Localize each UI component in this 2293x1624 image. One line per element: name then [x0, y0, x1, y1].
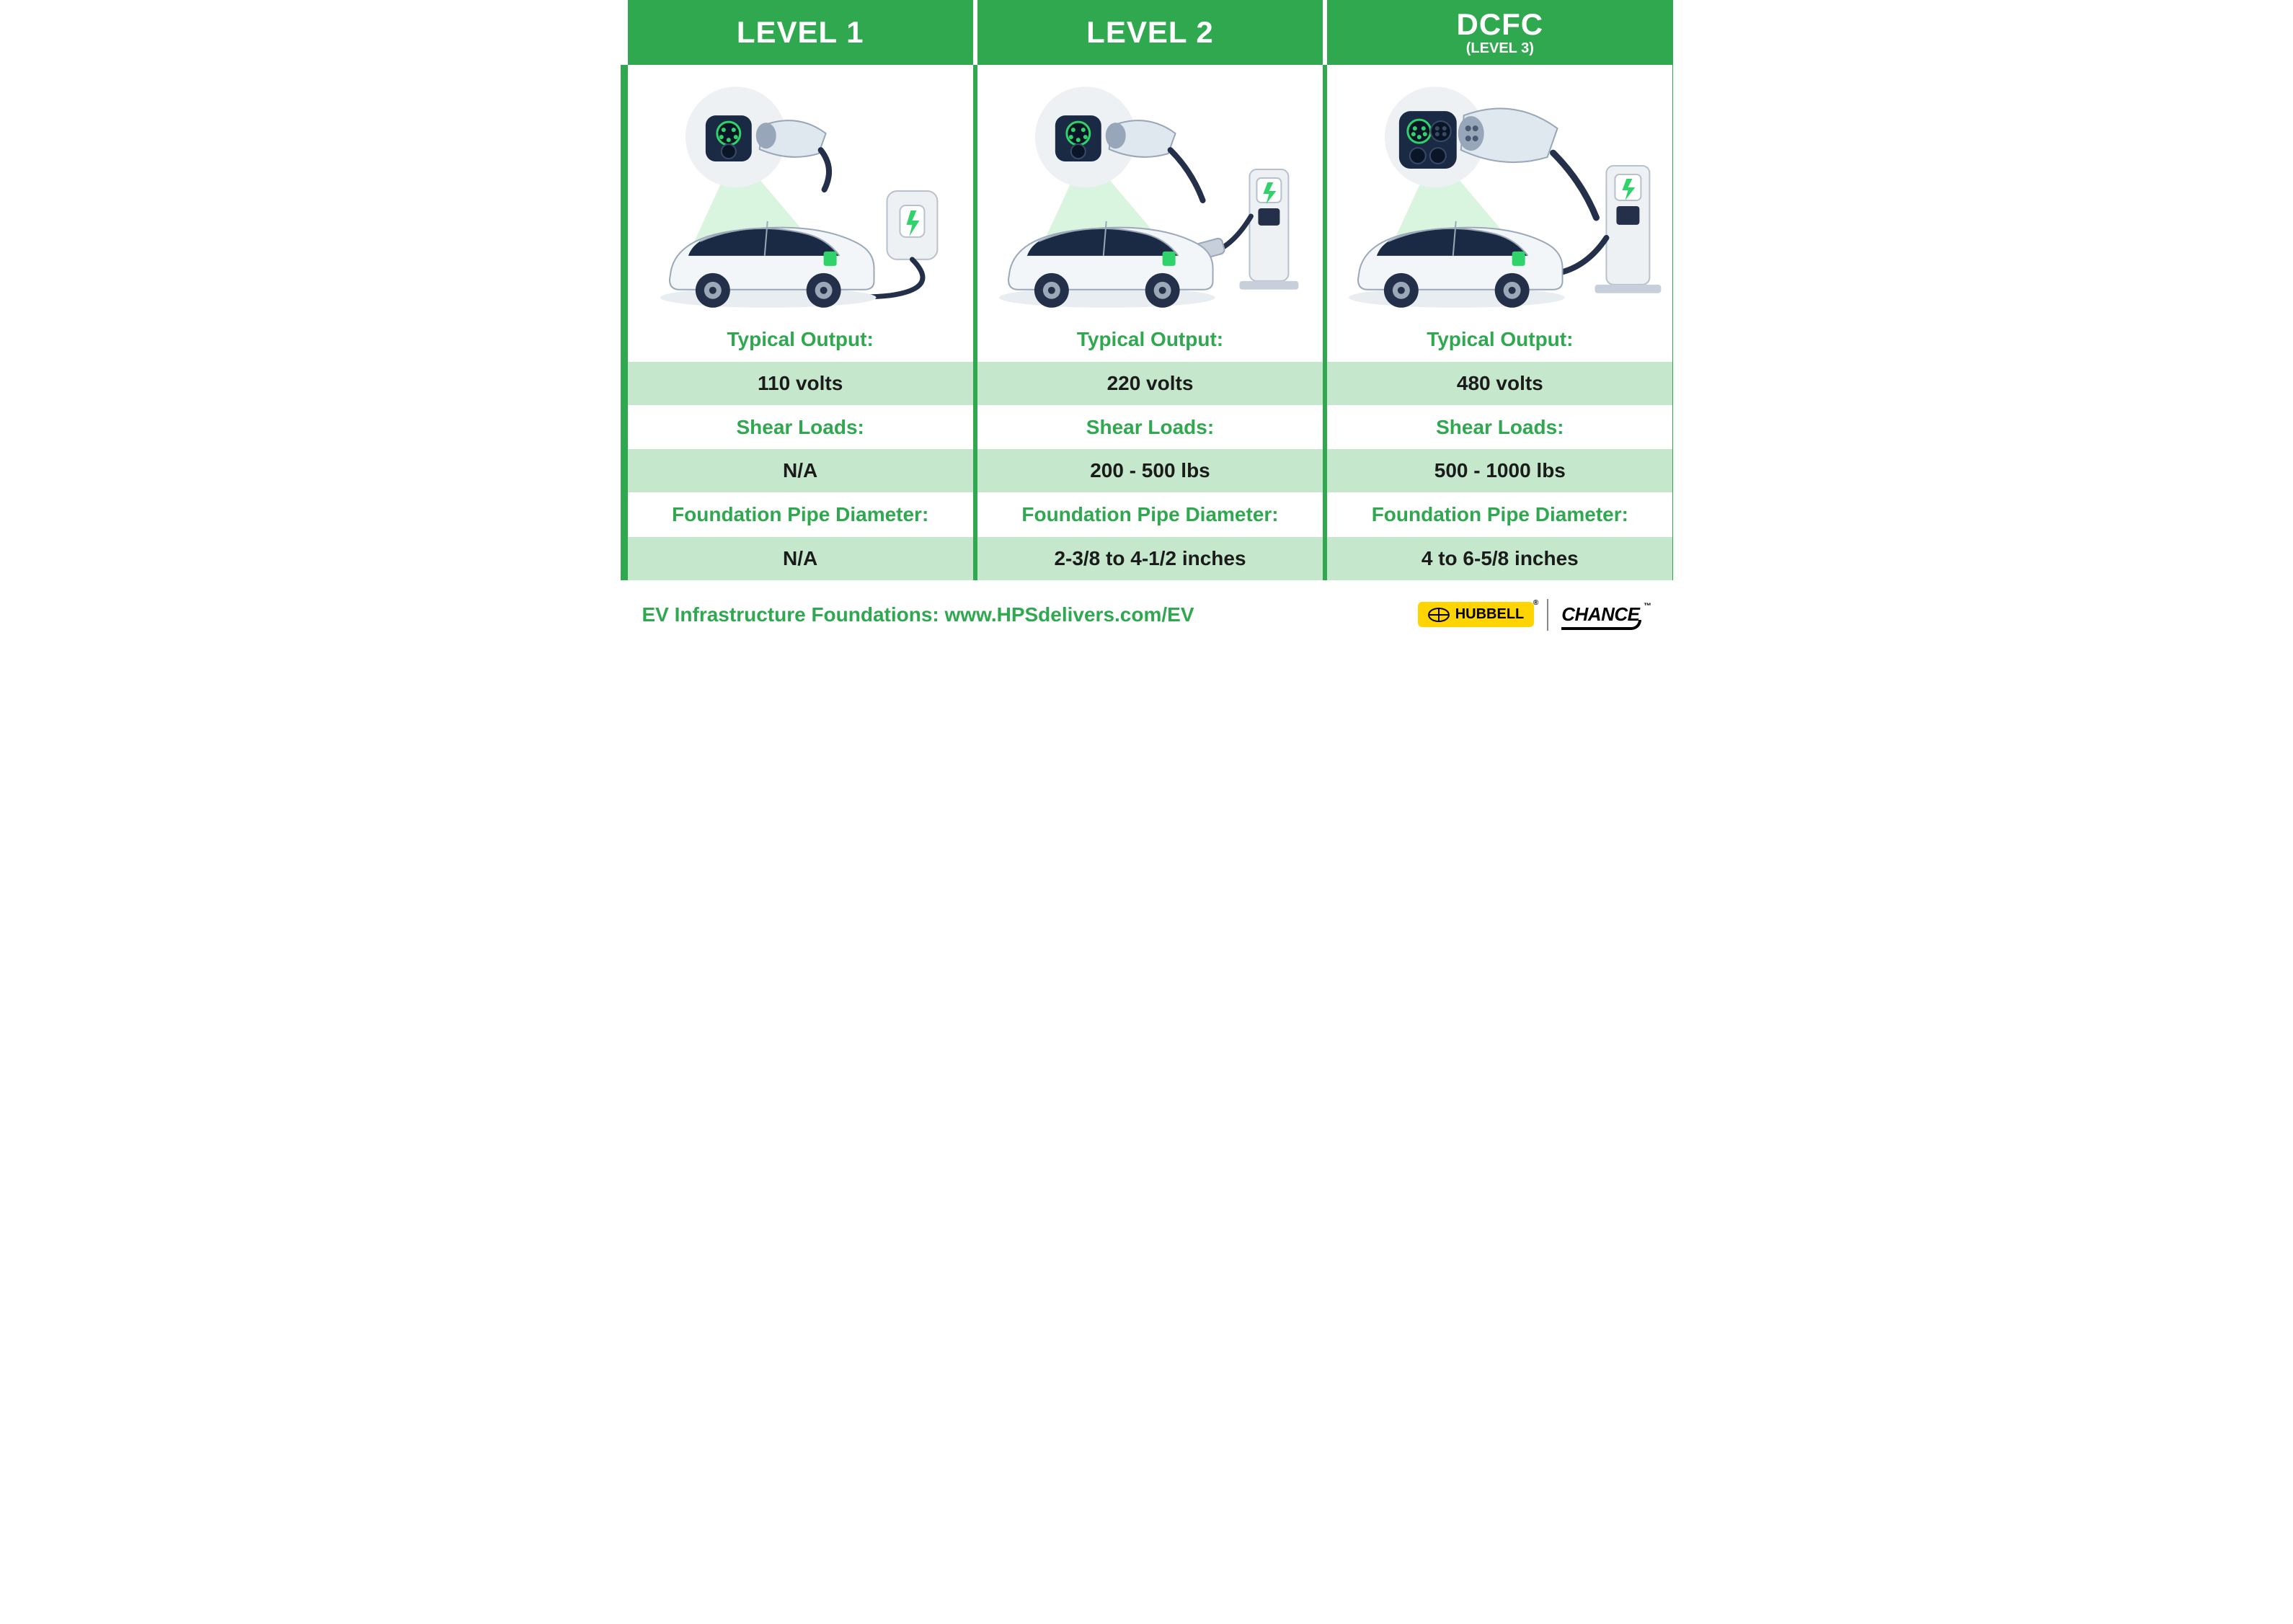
- label-pipe: Foundation Pipe Diameter:: [977, 492, 1323, 537]
- illustration-level1: [628, 65, 973, 317]
- value-pipe: N/A: [628, 537, 973, 580]
- hubbell-label: HUBBELL: [1455, 606, 1525, 623]
- globe-icon: [1428, 608, 1450, 622]
- header-cell-level2: LEVEL 2: [973, 0, 1323, 65]
- header-cell-dcfc: DCFC (LEVEL 3): [1323, 0, 1672, 65]
- footer-logos: HUBBELL CHANCE: [1418, 599, 1651, 631]
- comparison-columns: Typical Output: 110 volts Shear Loads: N…: [621, 65, 1673, 580]
- label-pipe: Foundation Pipe Diameter:: [628, 492, 973, 537]
- header-subtitle: (LEVEL 3): [1327, 41, 1672, 56]
- column-dcfc: Typical Output: 480 volts Shear Loads: 5…: [1323, 65, 1672, 580]
- value-shear: 200 - 500 lbs: [977, 449, 1323, 492]
- illustration-level2: [977, 65, 1323, 317]
- header-title: DCFC: [1327, 9, 1672, 40]
- value-pipe: 4 to 6-5/8 inches: [1327, 537, 1672, 580]
- label-output: Typical Output:: [628, 317, 973, 362]
- header-title: LEVEL 2: [977, 17, 1323, 48]
- label-output: Typical Output:: [977, 317, 1323, 362]
- footer-text: EV Infrastructure Foundations: www.HPSde…: [642, 603, 1194, 626]
- label-pipe: Foundation Pipe Diameter:: [1327, 492, 1672, 537]
- label-shear: Shear Loads:: [628, 405, 973, 450]
- ev-charging-level2-icon: [977, 65, 1323, 317]
- column-level2: Typical Output: 220 volts Shear Loads: 2…: [973, 65, 1323, 580]
- column-level1: Typical Output: 110 volts Shear Loads: N…: [621, 65, 973, 580]
- hubbell-logo: HUBBELL: [1418, 602, 1535, 627]
- header-title: LEVEL 1: [628, 17, 973, 48]
- illustration-dcfc: [1327, 65, 1672, 317]
- ev-charging-level1-icon: [628, 65, 973, 317]
- value-pipe: 2-3/8 to 4-1/2 inches: [977, 537, 1323, 580]
- value-output: 110 volts: [628, 362, 973, 405]
- label-output: Typical Output:: [1327, 317, 1672, 362]
- label-shear: Shear Loads:: [977, 405, 1323, 450]
- chance-logo: CHANCE: [1561, 603, 1651, 626]
- ev-charging-dcfc-icon: [1327, 65, 1672, 317]
- value-output: 220 volts: [977, 362, 1323, 405]
- value-output: 480 volts: [1327, 362, 1672, 405]
- value-shear: 500 - 1000 lbs: [1327, 449, 1672, 492]
- header-cell-level1: LEVEL 1: [621, 0, 973, 65]
- chance-label: CHANCE: [1561, 603, 1639, 625]
- value-shear: N/A: [628, 449, 973, 492]
- header-bar: LEVEL 1 LEVEL 2 DCFC (LEVEL 3): [621, 0, 1673, 65]
- logo-divider: [1547, 599, 1548, 631]
- footer: EV Infrastructure Foundations: www.HPSde…: [621, 580, 1673, 652]
- label-shear: Shear Loads:: [1327, 405, 1672, 450]
